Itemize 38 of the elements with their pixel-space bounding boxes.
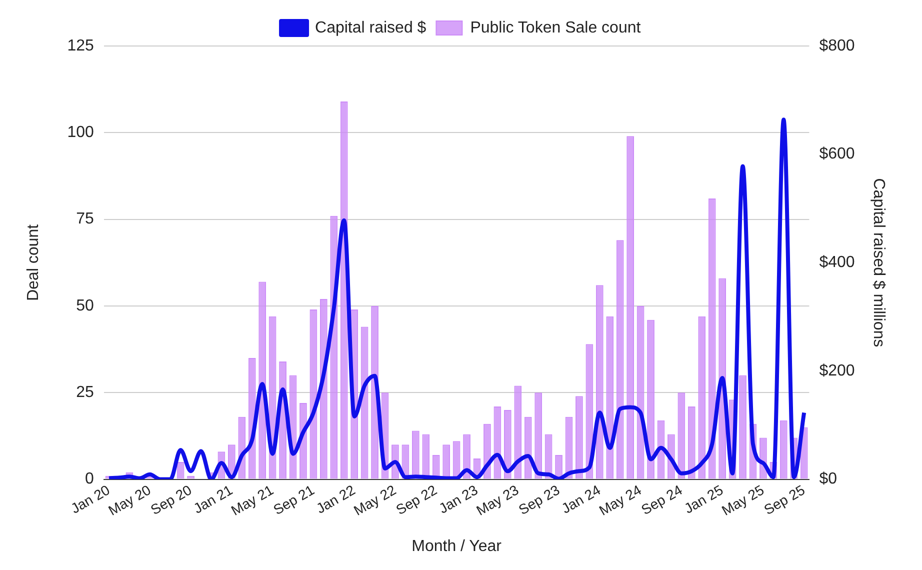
bar xyxy=(708,198,716,479)
bar xyxy=(606,316,614,479)
bar xyxy=(780,420,788,479)
bar xyxy=(534,392,542,479)
y-tick-label: 0 xyxy=(84,470,94,488)
bar xyxy=(258,282,266,479)
y-tick-label: 75 xyxy=(76,210,94,228)
bar xyxy=(371,306,378,479)
bar xyxy=(576,396,583,479)
y2-tick-label: $600 xyxy=(819,146,855,163)
y2-tick-label: $0 xyxy=(819,470,838,488)
bar xyxy=(688,406,696,479)
bar xyxy=(626,136,634,479)
y2-axis-title: Capital raised $ millions xyxy=(870,178,887,348)
y-tick-label: 25 xyxy=(76,384,94,402)
y-tick-label: 125 xyxy=(67,37,94,54)
legend-label: Public Token Sale count xyxy=(470,19,642,36)
bar xyxy=(494,406,502,479)
line-series xyxy=(107,118,806,480)
bar xyxy=(524,416,532,479)
bar xyxy=(698,316,706,479)
y-tick-label: 50 xyxy=(76,297,94,314)
y-tick-label: 100 xyxy=(67,124,94,142)
legend-label: Capital raised $ xyxy=(315,19,426,36)
bar xyxy=(596,285,604,479)
bar xyxy=(176,462,184,479)
bar xyxy=(514,386,522,479)
y2-tick-label: $200 xyxy=(819,362,855,380)
bar xyxy=(586,344,594,479)
y2-tick-label: $400 xyxy=(819,254,855,272)
bar xyxy=(739,375,746,479)
y-axis-title: Deal count xyxy=(25,224,42,301)
bar xyxy=(647,320,654,479)
bar xyxy=(504,410,512,479)
x-axis-title: Month / Year xyxy=(412,538,502,555)
y2-tick-label: $800 xyxy=(819,37,855,54)
bar xyxy=(678,392,686,479)
bar xyxy=(616,240,624,479)
